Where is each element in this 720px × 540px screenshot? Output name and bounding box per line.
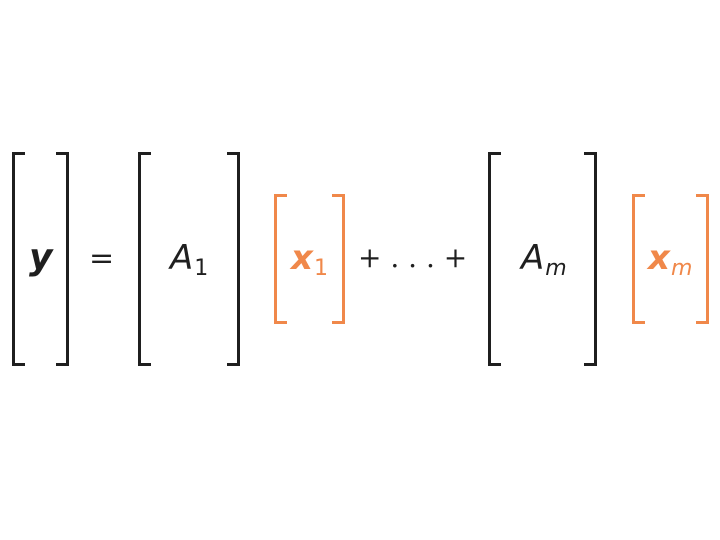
x1-subscript: 1 — [313, 256, 328, 281]
am-symbol: Am — [521, 238, 567, 281]
x1-symbol: x1 — [291, 238, 328, 281]
x1-bracket-right — [332, 194, 345, 324]
am-bracket-left — [488, 152, 501, 366]
xm-bracket-left — [632, 194, 645, 324]
equals-sign: = — [89, 241, 115, 276]
y-bracket-left — [12, 152, 25, 366]
xm-subscript: m — [670, 256, 693, 281]
a1-symbol: A1 — [170, 238, 209, 281]
y-bracket-right — [56, 152, 69, 366]
a1-bracket-left — [138, 152, 151, 366]
a1-bracket-right — [227, 152, 240, 366]
x1-bracket-left — [274, 194, 287, 324]
am-subscript: m — [545, 256, 567, 281]
plus-dots-plus: + . . . + — [358, 241, 468, 274]
xm-symbol: xm — [648, 238, 693, 281]
xm-bracket-right — [696, 194, 709, 324]
y-symbol: y — [29, 237, 53, 278]
a1-subscript: 1 — [194, 256, 209, 281]
am-bracket-right — [584, 152, 597, 366]
